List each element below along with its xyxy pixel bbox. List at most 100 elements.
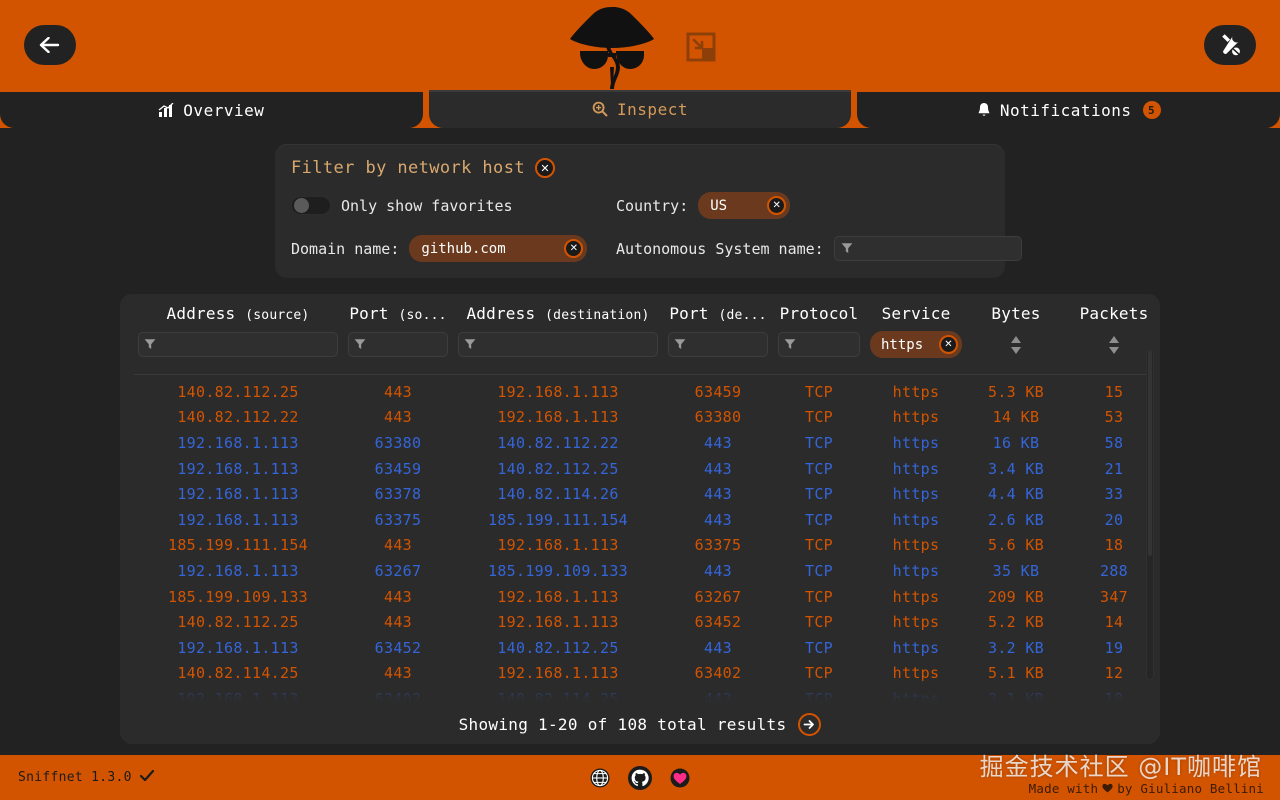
notifications-badge: 5 — [1142, 101, 1161, 119]
table-row[interactable]: 140.82.112.25 443 192.168.1.113 63452 TCP htt… — [134, 609, 1146, 635]
table-header-row: Address (source) Port (so... Address (de… — [134, 304, 1149, 323]
table-row[interactable]: 192.168.1.113 63380 140.82.112.22 443 TCP htt… — [134, 430, 1146, 456]
cell-service: https — [892, 638, 940, 657]
cell-bytes: 5.2 KB — [988, 613, 1044, 632]
cell-service: https — [892, 536, 940, 555]
sort-bytes-button[interactable] — [972, 335, 1060, 355]
github-icon[interactable] — [627, 765, 653, 791]
country-clear-icon[interactable]: ✕ — [767, 196, 787, 215]
table-row[interactable]: 192.168.1.113 63452 140.82.112.25 443 TCP htt… — [134, 635, 1146, 661]
sort-packets-button[interactable] — [1070, 335, 1158, 355]
country-filter: Country: US ✕ — [616, 192, 1022, 219]
header-divider — [134, 374, 1146, 375]
tab-bar: Overview Inspect Notifications — [0, 90, 1280, 128]
cell-address-source: 192.168.1.113 — [177, 510, 299, 529]
domain-input[interactable]: github.com ✕ — [409, 235, 588, 262]
cell-packets: 288 — [1100, 561, 1128, 580]
cell-protocol: TCP — [805, 613, 833, 632]
scrollbar-thumb[interactable] — [1148, 351, 1152, 556]
cell-bytes: 209 KB — [988, 587, 1044, 606]
table-row[interactable]: 185.199.111.154 443 192.168.1.113 63375 TCP h… — [134, 533, 1146, 559]
asn-input[interactable] — [833, 236, 1022, 261]
cell-bytes: 14 KB — [992, 408, 1040, 427]
cell-address-destination: 192.168.1.113 — [497, 587, 619, 606]
filter-service-clear-icon[interactable]: ✕ — [939, 335, 958, 354]
restore-window-icon[interactable] — [686, 30, 716, 62]
cell-service: https — [892, 433, 940, 452]
settings-button[interactable] — [1204, 25, 1256, 65]
cell-address-source: 185.199.109.133 — [168, 587, 308, 606]
table-row[interactable]: 192.168.1.113 63459 140.82.112.25 443 TCP htt… — [134, 456, 1146, 482]
cell-address-source: 192.168.1.113 — [177, 638, 299, 657]
cell-service: https — [892, 382, 940, 401]
cell-protocol: TCP — [805, 433, 833, 452]
cell-bytes: 2.6 KB — [988, 510, 1044, 529]
next-page-button[interactable] — [798, 712, 822, 736]
clear-all-filters-button[interactable]: ✕ — [534, 158, 555, 178]
results-count-label: Showing 1-20 of 108 total results — [458, 714, 787, 734]
cell-packets: 20 — [1104, 510, 1124, 529]
cell-packets: 58 — [1104, 433, 1124, 452]
cell-protocol: TCP — [805, 510, 833, 529]
cell-protocol: TCP — [805, 382, 833, 401]
cell-bytes: 3.2 KB — [988, 638, 1044, 657]
column-header-port-source: Port (so... — [349, 304, 447, 323]
globe-icon[interactable] — [589, 767, 611, 789]
cell-bytes: 5.1 KB — [988, 664, 1044, 683]
heart-icon[interactable] — [669, 767, 691, 789]
table-row[interactable]: 185.199.109.133 443 192.168.1.113 63267 TCP h… — [134, 584, 1146, 610]
cell-port-destination: 443 — [704, 485, 732, 504]
cell-protocol: TCP — [805, 536, 833, 555]
cell-packets: 12 — [1104, 664, 1124, 683]
connections-table: Address (source) Port (so... Address (de… — [120, 294, 1160, 744]
cell-address-source: 192.168.1.113 — [177, 459, 299, 478]
cell-address-destination: 192.168.1.113 — [497, 408, 619, 427]
funnel-icon — [144, 335, 156, 354]
cell-service: https — [892, 587, 940, 606]
table-row[interactable]: 140.82.114.25 443 192.168.1.113 63402 TCP htt… — [134, 661, 1146, 687]
cell-address-destination: 140.82.112.25 — [497, 638, 619, 657]
cell-address-destination: 140.82.112.22 — [497, 433, 619, 452]
country-label: Country: — [616, 196, 689, 215]
bell-icon — [977, 102, 991, 118]
filter-port-destination[interactable] — [668, 332, 768, 357]
table-row[interactable]: 192.168.1.113 63375 185.199.111.154 443 TCP h… — [134, 507, 1146, 533]
tab-notifications[interactable]: Notifications 5 — [857, 92, 1280, 128]
filter-grid: Only show favorites Country: US ✕ Domain… — [291, 192, 1022, 262]
chart-icon — [158, 102, 174, 118]
country-input[interactable]: US ✕ — [698, 192, 791, 219]
cell-bytes: 35 KB — [992, 561, 1040, 580]
tab-inspect[interactable]: Inspect — [428, 90, 852, 128]
cell-bytes: 5.6 KB — [988, 536, 1044, 555]
filter-address-source[interactable] — [138, 332, 338, 357]
filter-address-destination[interactable] — [458, 332, 658, 357]
table-row[interactable]: 192.168.1.113 63267 185.199.109.133 443 TCP h… — [134, 558, 1146, 584]
only-favorites-toggle[interactable] — [291, 196, 331, 215]
filter-service[interactable]: https ✕ — [870, 331, 962, 358]
table-row[interactable]: 192.168.1.113 63378 140.82.114.26 443 TCP htt… — [134, 481, 1146, 507]
filter-service-value: https — [881, 336, 924, 353]
cell-port-source: 63380 — [374, 433, 422, 452]
column-header-port-destination: Port (de... — [669, 304, 767, 323]
cell-protocol: TCP — [805, 408, 833, 427]
table-filter-row: https ✕ — [134, 331, 1146, 358]
cell-port-source: 443 — [384, 536, 412, 555]
back-button[interactable] — [24, 25, 76, 65]
filter-port-source[interactable] — [348, 332, 448, 357]
footer-links — [0, 765, 1280, 791]
credits: Made with by Giuliano Bellini — [1029, 781, 1264, 796]
table-scrollbar[interactable] — [1146, 350, 1154, 680]
table-row[interactable]: 140.82.112.25 443 192.168.1.113 63459 TCP htt… — [134, 379, 1146, 405]
domain-clear-icon[interactable]: ✕ — [564, 239, 584, 258]
filter-protocol[interactable] — [778, 332, 860, 357]
column-header-bytes: Bytes — [991, 304, 1041, 323]
cell-service: https — [892, 510, 940, 529]
table-header: Address (source) Port (so... Address (de… — [120, 294, 1160, 366]
cell-port-source: 443 — [384, 382, 412, 401]
cell-address-source: 192.168.1.113 — [177, 561, 299, 580]
app-logo-group — [564, 3, 716, 89]
tab-overview[interactable]: Overview — [0, 92, 423, 128]
asn-filter: Autonomous System name: — [616, 235, 1022, 262]
table-row[interactable]: 140.82.112.22 443 192.168.1.113 63380 TCP htt… — [134, 405, 1146, 431]
cell-port-destination: 63459 — [694, 382, 742, 401]
